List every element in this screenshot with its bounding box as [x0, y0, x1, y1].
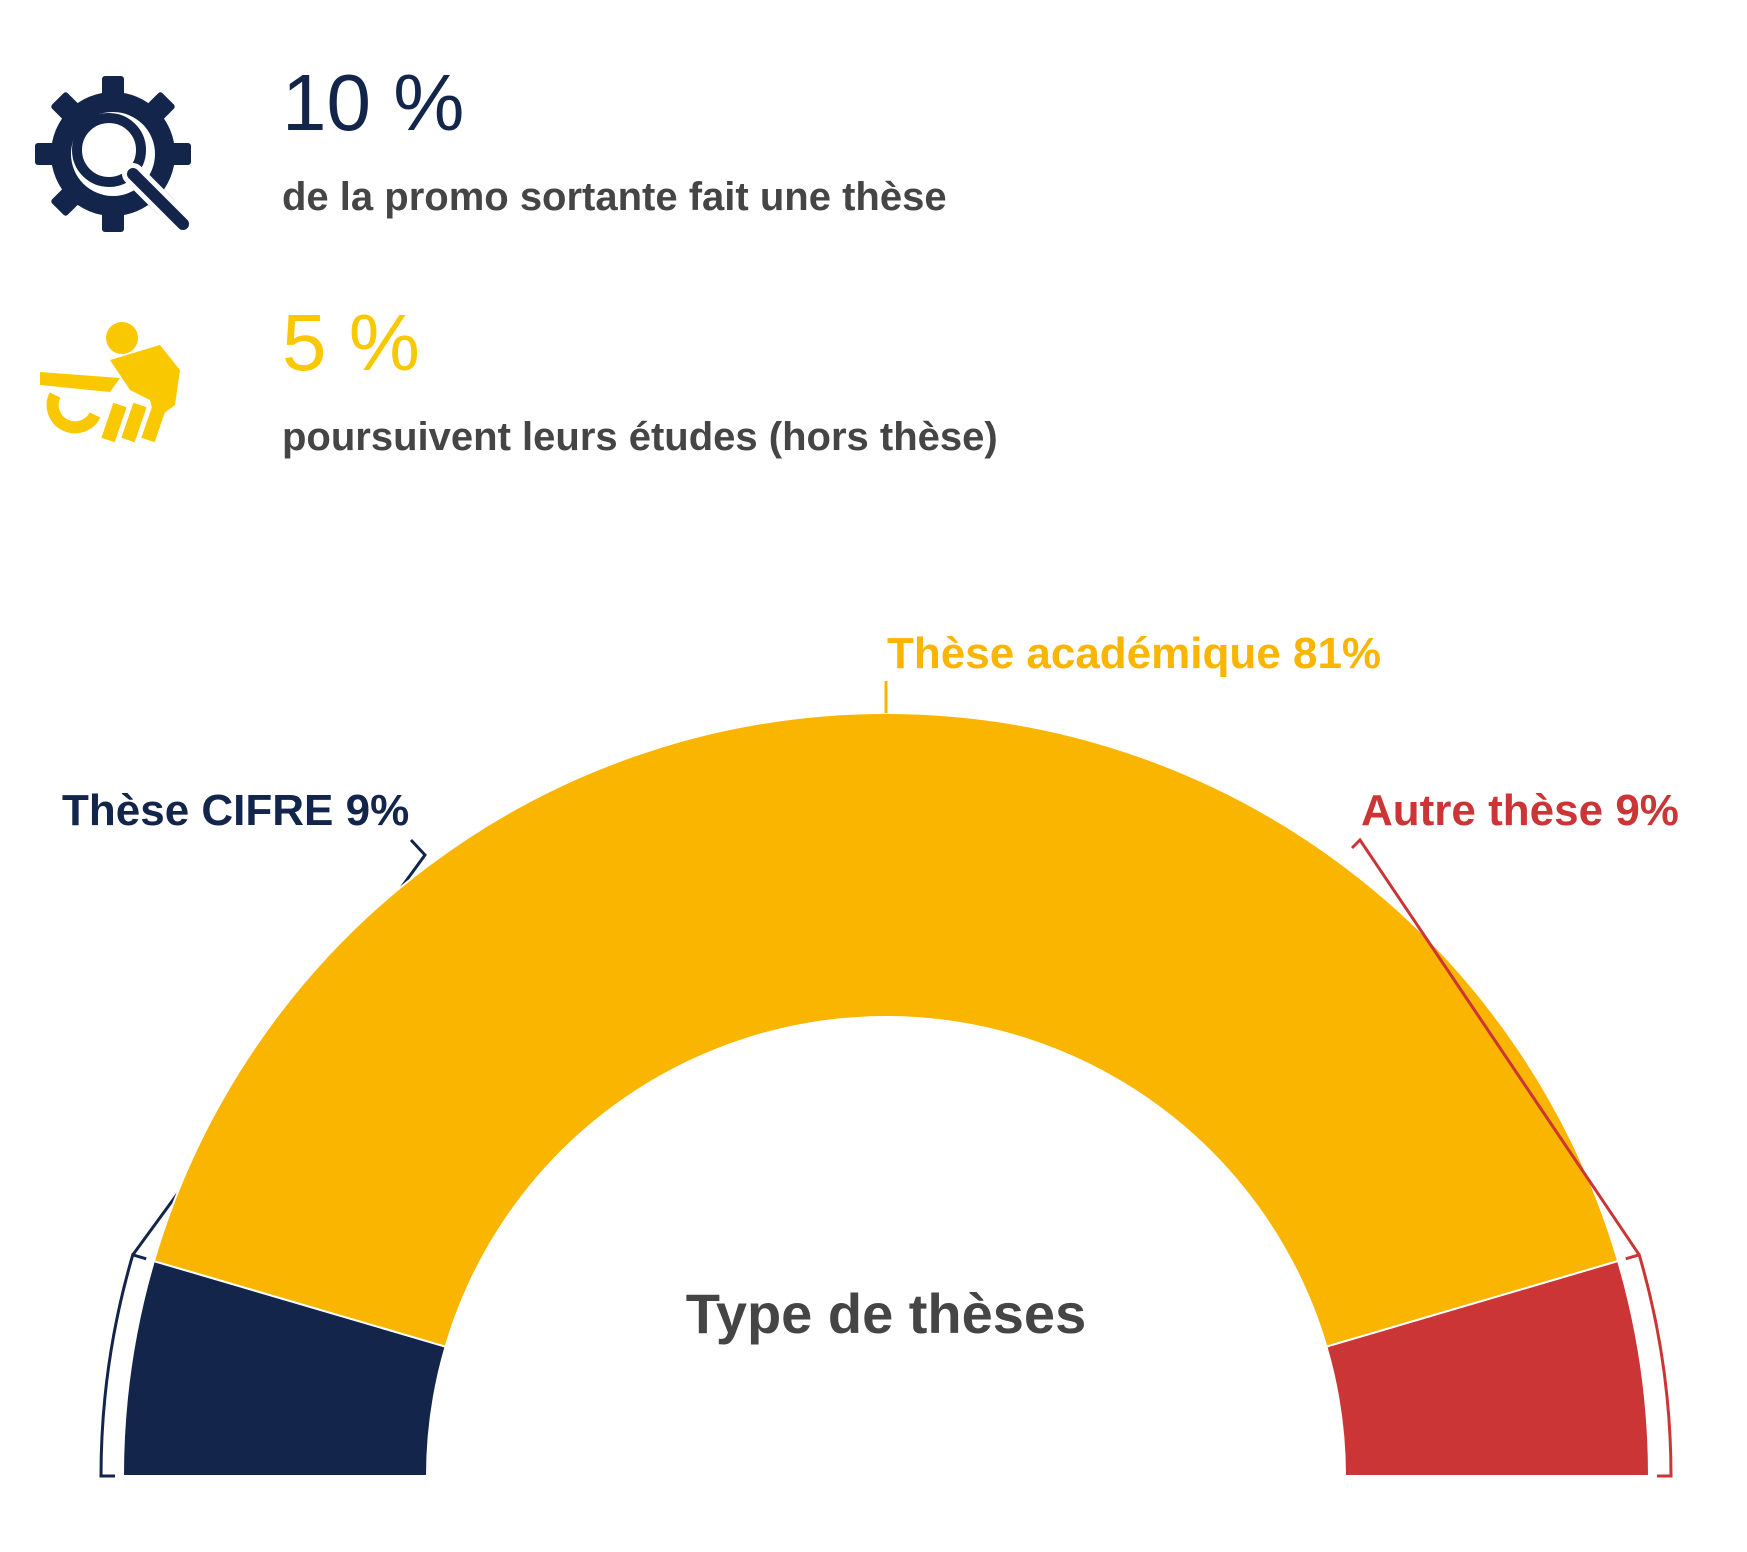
study-icon: [40, 322, 180, 443]
segment-value: 81%: [1293, 629, 1381, 678]
segment-label: Thèse CIFRE 9%: [62, 786, 409, 835]
segment-label: Thèse académique 81%: [887, 629, 1381, 678]
stat-value: 10 %: [282, 58, 464, 147]
chart-title: Type de thèses: [686, 1282, 1086, 1345]
segment-bracket: [1625, 1252, 1673, 1478]
donut-segment: [1325, 1259, 1651, 1477]
segment-name: Thèse académique: [887, 629, 1281, 678]
segment-value: 9%: [346, 786, 410, 835]
research-icon: [35, 76, 194, 235]
segment-label: Autre thèse 9%: [1361, 786, 1679, 835]
segment-bracket: [99, 1252, 147, 1478]
segment-name: Thèse CIFRE: [62, 786, 333, 835]
donut-segment: [152, 712, 1620, 1348]
stat-value: 5 %: [282, 298, 420, 387]
segment-value: 9%: [1615, 786, 1679, 835]
stat-text: de la promo sortante fait une thèse: [282, 175, 947, 219]
stat-text: poursuivent leurs études (hors thèse): [282, 415, 998, 459]
segment-name: Autre thèse: [1361, 786, 1603, 835]
leader-line: [1350, 837, 1641, 1256]
